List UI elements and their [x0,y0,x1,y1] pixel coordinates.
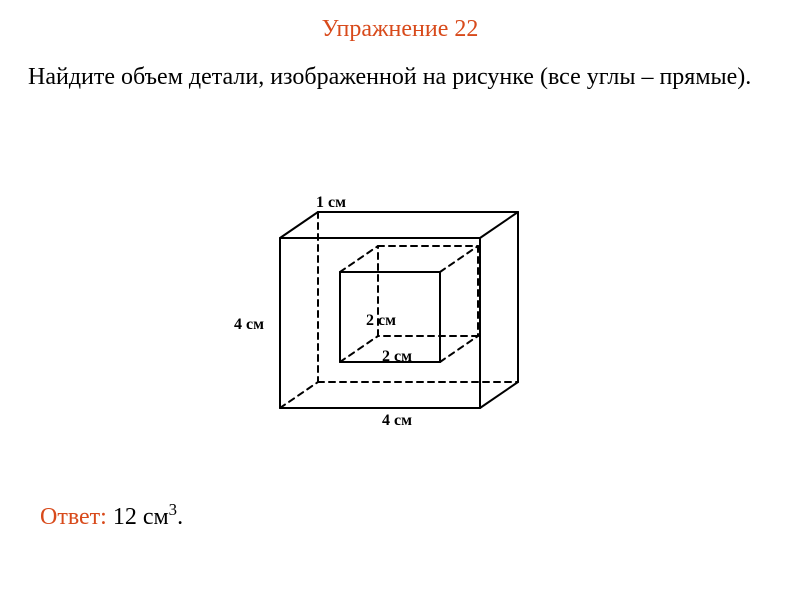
answer-suffix: . [177,504,183,530]
label-inner-w: 2 см [382,348,412,366]
answer-label: Ответ: [40,504,107,530]
answer-value: 12 см [113,504,169,530]
exercise-title: Упражнение 22 [0,16,800,43]
label-left: 4 см [234,316,264,334]
label-inner-h: 2 см [366,312,396,330]
problem-statement: Найдите объем детали, изображенной на ри… [28,62,772,92]
geometry-figure: 1 см 4 см 2 см 2 см 4 см [210,190,590,450]
label-top: 1 см [316,194,346,212]
answer-exponent: 3 [169,500,177,519]
answer-line: Ответ: 12 см3. [40,500,183,531]
label-bottom: 4 см [382,412,412,430]
figure-svg [210,190,590,450]
problem-text: Найдите объем детали, изображенной на ри… [28,64,751,90]
exercise-title-text: Упражнение 22 [322,16,479,42]
